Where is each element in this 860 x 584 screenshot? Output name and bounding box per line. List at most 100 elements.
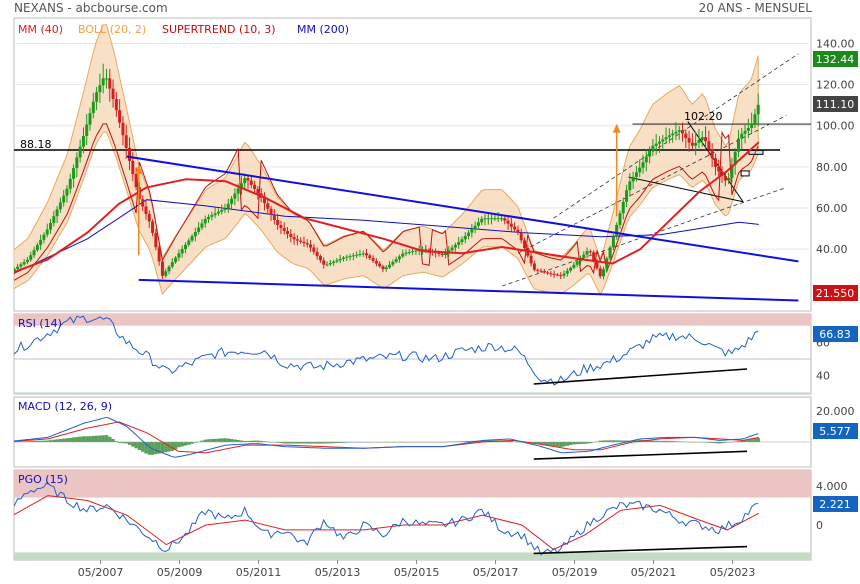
macd-histogram-bar bbox=[45, 440, 49, 442]
lower-marker-value: 21.550 bbox=[816, 287, 855, 300]
candle-body bbox=[134, 174, 138, 188]
candle-body bbox=[388, 264, 392, 268]
candle-body bbox=[437, 252, 441, 254]
macd-histogram-bar bbox=[216, 438, 221, 442]
macd-histogram-bar bbox=[717, 442, 721, 444]
candle-body bbox=[124, 135, 128, 148]
legend-mm200: MM (200) bbox=[297, 23, 349, 36]
candle-body bbox=[292, 236, 296, 240]
candle-body bbox=[595, 260, 599, 269]
rsi-value: 66.83 bbox=[819, 328, 851, 341]
x-tick-label: 05/2019 bbox=[552, 566, 598, 579]
macd-histogram-bar bbox=[68, 437, 72, 442]
candle-body bbox=[562, 273, 566, 276]
period-label: 20 ANS - MENSUEL bbox=[699, 1, 813, 15]
macd-histogram-bar bbox=[582, 442, 586, 444]
candle-body bbox=[499, 218, 503, 220]
candle-body bbox=[276, 219, 280, 225]
candle-body bbox=[45, 229, 49, 235]
candle-body bbox=[638, 167, 642, 173]
price-panel: 88.18 102.20 MM (40) BOLL (20, 2) SUPERT… bbox=[13, 17, 858, 312]
supertrend-line bbox=[14, 123, 759, 281]
candle-body bbox=[684, 133, 688, 139]
candle-body bbox=[681, 130, 685, 134]
macd-histogram-bar bbox=[32, 440, 36, 442]
candle-body bbox=[476, 222, 480, 226]
candle-body bbox=[167, 266, 171, 272]
macd-histogram-bar bbox=[707, 442, 711, 443]
macd-histogram-bar bbox=[299, 442, 303, 444]
candle-body bbox=[618, 213, 622, 225]
rsi-tick-label: 40 bbox=[816, 370, 830, 383]
macd-histogram-bar bbox=[470, 440, 474, 442]
macd-histogram-bar bbox=[312, 442, 316, 444]
macd-histogram-bar bbox=[615, 440, 619, 442]
candle-body bbox=[286, 230, 290, 234]
candle-body bbox=[572, 264, 576, 268]
macd-histogram-bar bbox=[325, 442, 329, 444]
candle-body bbox=[361, 253, 365, 255]
candle-body bbox=[328, 263, 332, 265]
candle-body bbox=[269, 208, 273, 215]
candle-body bbox=[424, 249, 428, 251]
candle-body bbox=[151, 221, 155, 233]
macd-histogram-bar bbox=[305, 442, 309, 444]
candle-body bbox=[717, 166, 721, 172]
candle-body bbox=[463, 236, 467, 240]
candle-body bbox=[740, 133, 744, 139]
macd-histogram-bar bbox=[463, 441, 467, 442]
candle-body bbox=[450, 247, 454, 251]
candle-body bbox=[384, 267, 388, 270]
macd-histogram-bar bbox=[104, 435, 109, 442]
macd-histogram-bar bbox=[671, 441, 675, 442]
macd-histogram-bar bbox=[131, 442, 135, 447]
price-plot bbox=[14, 24, 811, 302]
macd-histogram-bar bbox=[753, 438, 757, 442]
macd-histogram-bar bbox=[75, 437, 79, 442]
macd-histogram-bar bbox=[677, 441, 681, 442]
candle-body bbox=[700, 137, 704, 140]
macd-histogram-bar bbox=[62, 438, 66, 442]
candle-body bbox=[197, 227, 201, 232]
macd-histogram-bar bbox=[177, 442, 181, 448]
macd-histogram bbox=[14, 435, 760, 455]
candle-body bbox=[378, 263, 382, 267]
candle-body bbox=[569, 267, 573, 271]
macd-histogram-bar bbox=[608, 440, 612, 442]
candle-body bbox=[345, 256, 349, 258]
candle-body bbox=[753, 114, 757, 124]
candle-body bbox=[690, 142, 694, 146]
candle-body bbox=[565, 270, 569, 274]
macd-histogram-bar bbox=[71, 437, 76, 442]
candle-body bbox=[272, 214, 276, 220]
candle-body bbox=[743, 130, 747, 134]
candle-body bbox=[78, 146, 82, 158]
candle-body bbox=[365, 253, 369, 256]
macd-histogram-bar bbox=[98, 435, 102, 442]
macd-histogram-bar bbox=[605, 440, 609, 442]
candle-body bbox=[496, 218, 500, 220]
candle-body bbox=[598, 268, 602, 277]
macd-histogram-bar bbox=[598, 440, 602, 442]
candle-body bbox=[480, 218, 484, 223]
candle-body bbox=[210, 215, 214, 217]
candle-body bbox=[697, 139, 701, 143]
candle-body bbox=[256, 189, 260, 194]
candle-body bbox=[615, 224, 619, 237]
candle-body bbox=[262, 197, 266, 204]
candle-body bbox=[588, 251, 592, 253]
pgo-trendline bbox=[533, 545, 748, 555]
macd-histogram-bar bbox=[65, 438, 69, 442]
candle-body bbox=[486, 218, 490, 220]
candle-body bbox=[368, 255, 372, 259]
price-tick-label: 40.00 bbox=[816, 243, 848, 256]
macd-histogram-bar bbox=[539, 442, 543, 445]
macd-histogram-bar bbox=[253, 440, 257, 442]
macd-histogram-bar bbox=[664, 440, 668, 442]
candle-body bbox=[230, 198, 234, 204]
macd-histogram-bar bbox=[183, 442, 188, 446]
candle-body bbox=[605, 258, 609, 270]
candle-body bbox=[246, 178, 250, 181]
macd-histogram-bar bbox=[88, 436, 92, 442]
